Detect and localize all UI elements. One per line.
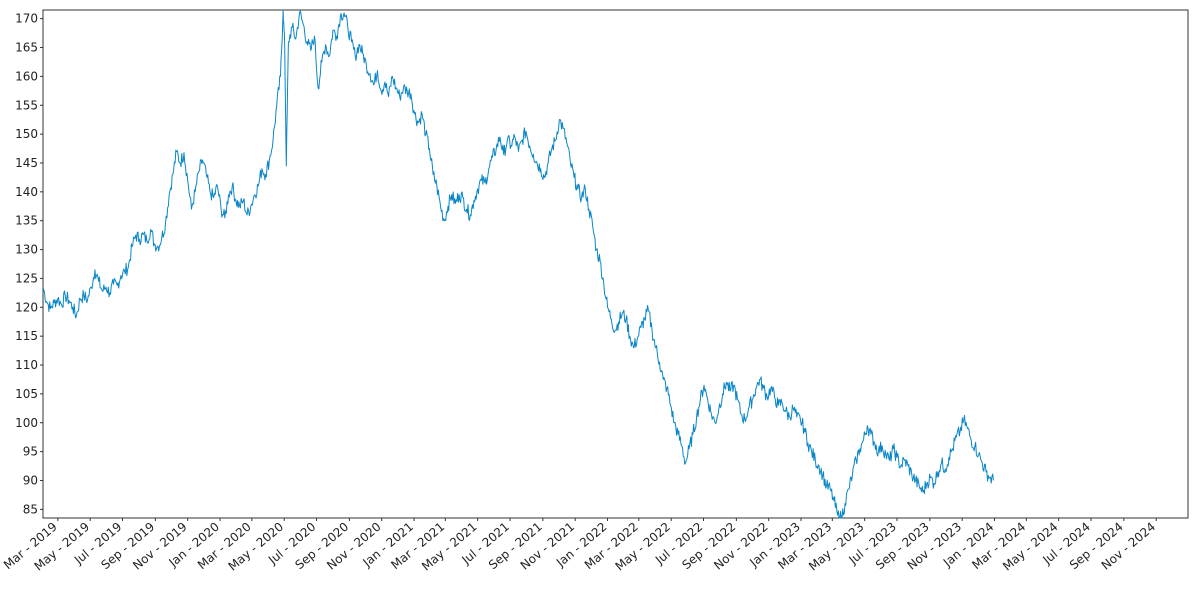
plot-frame — [42, 9, 1189, 519]
y-axis: 85 90 95 100 105 110 115 120 125 130 135 140 145 150 1… — [15, 12, 43, 516]
y-tick-label: 160 — [15, 69, 38, 83]
y-tick-label: 150 — [15, 127, 38, 141]
y-tick-label: 90 — [23, 473, 38, 487]
y-tick-label: 110 — [15, 358, 38, 372]
series-line — [42, 9, 994, 519]
y-tick-label: 125 — [15, 271, 38, 285]
y-tick-label: 155 — [15, 98, 38, 112]
y-tick-label: 115 — [15, 329, 38, 343]
y-tick-label: 170 — [15, 12, 38, 26]
y-tick-label: 145 — [15, 156, 38, 170]
y-tick-label: 100 — [15, 416, 38, 430]
y-tick-label: 95 — [23, 445, 38, 459]
y-tick-label: 165 — [15, 41, 38, 55]
y-tick-label: 140 — [15, 185, 38, 199]
y-tick-label: 135 — [15, 214, 38, 228]
y-tick-label: 105 — [15, 387, 38, 401]
y-tick-label: 130 — [15, 243, 38, 257]
y-tick-label: 120 — [15, 300, 38, 314]
y-tick-label: 85 — [23, 502, 38, 516]
